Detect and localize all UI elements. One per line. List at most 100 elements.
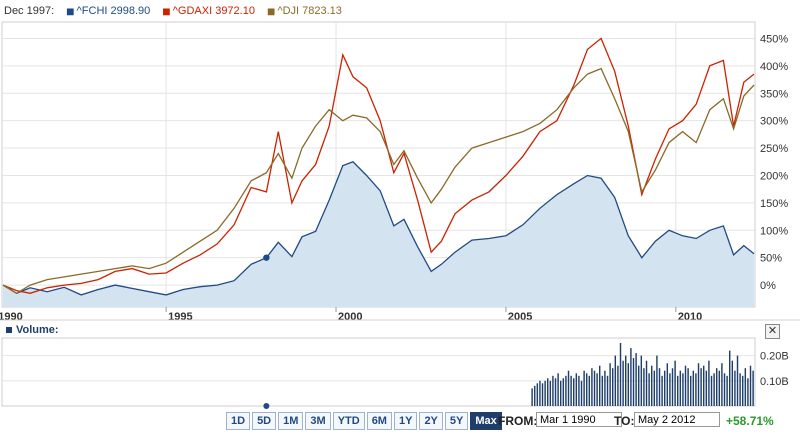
y-tick-label: 450%: [760, 33, 788, 45]
volume-bar: [575, 373, 578, 406]
x-tick-label: 1990: [0, 311, 23, 323]
range-button-1d[interactable]: 1D: [226, 412, 251, 430]
from-label: FROM:: [498, 414, 538, 428]
volume-bar: [567, 370, 570, 406]
legend-dji-label: ^DJI 7823.13: [277, 5, 342, 17]
volume-bar: [731, 360, 734, 406]
volume-bar: [716, 368, 718, 406]
volume-bar: [586, 373, 588, 406]
to-date-input[interactable]: [634, 412, 720, 427]
volume-bar: [570, 375, 572, 406]
volume-bar: [531, 388, 533, 406]
y-tick-label: 100%: [760, 225, 788, 237]
legend-item-dji[interactable]: ■ ^DJI 7823.13: [267, 3, 342, 19]
volume-label-text: Volume:: [16, 324, 59, 336]
volume-bar: [557, 373, 559, 406]
volume-bar: [684, 365, 687, 406]
legend-item-gdaxi[interactable]: ■ ^GDAXI 3972.10: [162, 3, 255, 19]
volume-tick-label: 0.10B: [760, 376, 789, 388]
volume-label: Volume:: [6, 324, 59, 336]
volume-bar: [544, 380, 546, 406]
volume-bar: [593, 370, 596, 406]
volume-bar: [596, 373, 598, 406]
y-tick-label: 250%: [760, 143, 788, 155]
range-button-max[interactable]: Max: [470, 412, 502, 430]
series-line-gdaxi: [2, 37, 755, 294]
from-date-input[interactable]: [536, 412, 622, 427]
volume-bar: [599, 365, 601, 406]
range-button-3m[interactable]: 3M: [305, 412, 331, 430]
volume-bar: [687, 368, 689, 406]
volume-bar: [742, 375, 744, 406]
volume-bar: [726, 375, 728, 406]
x-tick-label: 2000: [338, 311, 362, 323]
volume-bar: [552, 375, 554, 406]
volume-bar: [710, 375, 713, 406]
volume-bar: [666, 363, 669, 406]
volume-bar: [625, 355, 627, 406]
volume-marker: [263, 403, 270, 409]
volume-bar: [713, 373, 715, 406]
volume-bar: [612, 368, 614, 406]
legend: Dec 1997: ■ ^FCHI 2998.90 ■ ^GDAXI 3972.…: [0, 0, 760, 22]
range-button-1m[interactable]: 1M: [278, 412, 304, 430]
volume-bar: [752, 370, 754, 406]
range-button-6m[interactable]: 6M: [366, 412, 392, 430]
volume-bar: [677, 375, 679, 406]
volume-bar: [630, 348, 632, 406]
volume-bar: [580, 380, 583, 406]
volume-bar: [669, 373, 671, 406]
volume-bar: [679, 370, 682, 406]
series-line-dji: [2, 67, 755, 295]
volume-square-icon: [6, 327, 12, 334]
series-area-fchi: [3, 161, 754, 307]
volume-bar: [588, 375, 591, 406]
x-tick-label: 2005: [508, 311, 532, 323]
y-tick-label: 50%: [760, 253, 782, 265]
range-button-2y[interactable]: 2Y: [419, 412, 443, 430]
volume-bar: [747, 378, 749, 406]
close-volume-button[interactable]: ✕: [765, 324, 780, 339]
legend-date: Dec 1997:: [4, 5, 55, 17]
close-icon: ✕: [767, 325, 778, 337]
volume-bar: [549, 380, 552, 406]
volume-bar: [606, 375, 609, 406]
volume-bar: [609, 363, 611, 406]
volume-bar: [697, 363, 700, 406]
volume-bar: [638, 365, 640, 406]
hover-marker: [263, 254, 270, 261]
volume-bar: [705, 370, 708, 406]
to-label: TO:: [614, 414, 635, 428]
y-tick-label: 0%: [760, 280, 776, 292]
series-line-fchi: [2, 161, 755, 296]
volume-bar: [578, 375, 580, 406]
volume-bar: [664, 370, 666, 406]
x-tick-label: 2010: [678, 311, 702, 323]
volume-bar: [703, 365, 705, 406]
volume-bar: [534, 385, 536, 406]
volume-bar: [653, 370, 656, 406]
volume-bar: [583, 370, 585, 406]
y-tick-label: 200%: [760, 170, 788, 182]
volume-bar: [729, 350, 731, 406]
volume-bar: [721, 363, 723, 406]
volume-bar: [749, 365, 752, 406]
range-button-ytd[interactable]: YTD: [332, 412, 365, 430]
volume-bar: [541, 383, 544, 406]
volume-bar: [604, 370, 606, 406]
volume-bar: [682, 373, 684, 406]
legend-item-fchi[interactable]: ■ ^FCHI 2998.90: [66, 3, 150, 19]
percent-change: +58.71%: [726, 414, 774, 428]
volume-bar: [643, 368, 645, 406]
volume-bar: [656, 355, 658, 406]
volume-bar: [645, 360, 648, 406]
range-button-1y[interactable]: 1Y: [393, 412, 418, 430]
volume-bar: [723, 373, 726, 406]
volume-bar: [674, 360, 676, 406]
range-button-5y[interactable]: 5Y: [444, 412, 469, 430]
range-button-5d[interactable]: 5D: [252, 412, 277, 430]
volume-bar: [692, 370, 695, 406]
volume-bar: [617, 365, 619, 406]
range-selector: 1D 5D 1M 3M YTD 6M 1Y 2Y 5Y Max: [226, 412, 504, 430]
